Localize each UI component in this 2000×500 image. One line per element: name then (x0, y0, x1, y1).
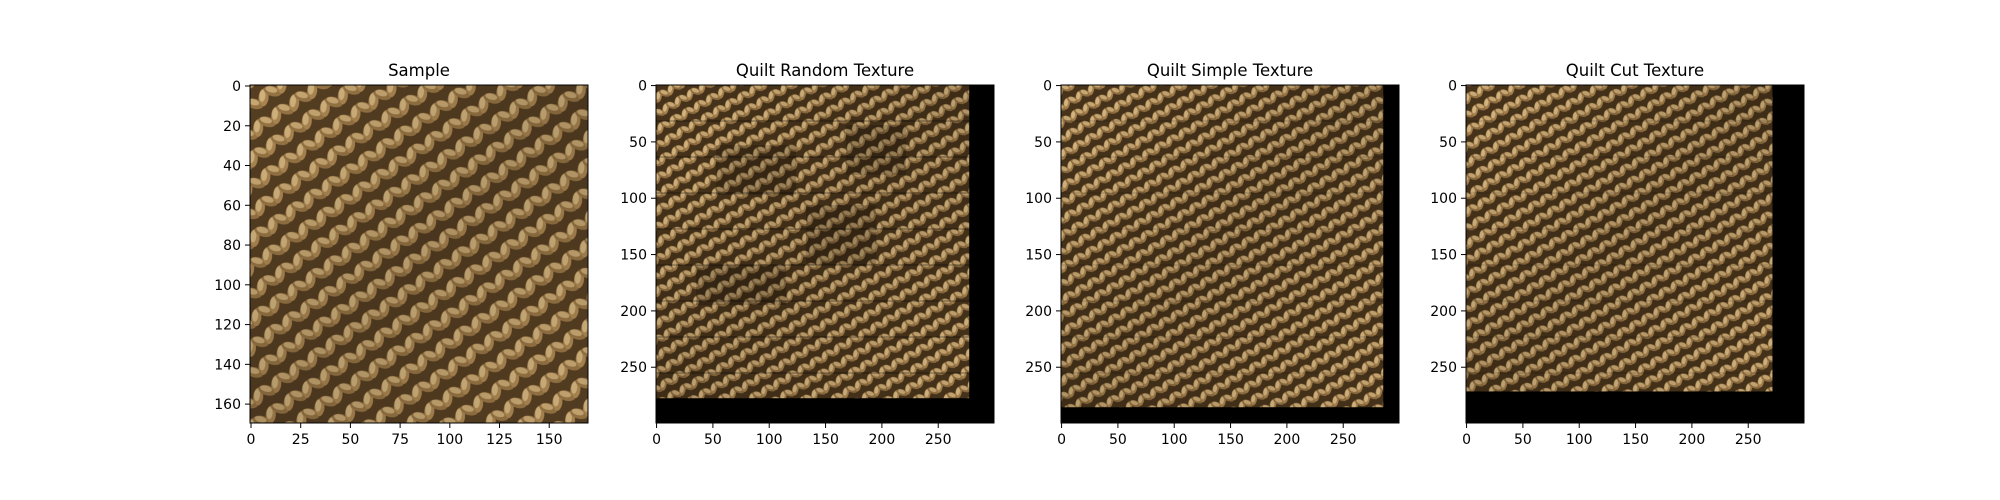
x-tick-label: 150 (536, 432, 563, 448)
x-tick-label: 250 (1735, 432, 1762, 448)
x-tick-label: 0 (1057, 432, 1066, 448)
random-patch (716, 145, 796, 195)
x-tick-label: 100 (756, 432, 783, 448)
x-tick-label: 50 (341, 432, 359, 448)
y-tick-label: 0 (638, 79, 647, 95)
panel-3: Quilt Simple Texture 0 50 100 150 200 250 0 50 10… (1025, 61, 1399, 448)
y-tick-label: 0 (232, 79, 241, 95)
random-patch (806, 205, 876, 265)
y-tick-label: 200 (1025, 304, 1052, 320)
panel-2: Quilt Random Texture 0 50 100 150 200 250 0 50 10… (620, 61, 994, 448)
panel-1: Sample 0 25 50 75 100 125 150 0 20 40 60 80 100 120 140… (214, 61, 588, 448)
x-tick-label: 75 (391, 432, 409, 448)
y-tick-label: 100 (620, 191, 647, 207)
y-tick-label: 100 (214, 278, 241, 294)
x-tick-label: 50 (704, 432, 722, 448)
y-tick-label: 50 (1439, 135, 1457, 151)
x-tick-label: 150 (812, 432, 839, 448)
y-tick-label: 250 (1025, 360, 1052, 376)
chart-title: Quilt Random Texture (736, 61, 914, 80)
y-tick-label: 0 (1448, 79, 1457, 95)
y-tick-label: 150 (1025, 248, 1052, 264)
x-tick-label: 50 (1109, 432, 1127, 448)
x-tick-label: 100 (1566, 432, 1593, 448)
y-tick-label: 150 (620, 248, 647, 264)
y-tick-label: 40 (223, 159, 241, 175)
x-tick-label: 100 (1161, 432, 1188, 448)
x-tick-label: 150 (1622, 432, 1649, 448)
y-tick-label: 120 (214, 318, 241, 334)
y-tick-label: 100 (1025, 191, 1052, 207)
x-tick-label: 0 (1462, 432, 1471, 448)
chart-title: Quilt Cut Texture (1566, 61, 1704, 80)
y-tick-label: 60 (223, 198, 241, 214)
x-tick-label: 0 (247, 432, 256, 448)
chart-title: Sample (388, 61, 450, 80)
y-tick-label: 50 (629, 135, 647, 151)
y-tick-label: 200 (1430, 304, 1457, 320)
x-tick-label: 200 (1679, 432, 1706, 448)
y-tick-label: 0 (1043, 79, 1052, 95)
texture-shading (250, 85, 588, 423)
x-tick-label: 250 (925, 432, 952, 448)
y-tick-label: 250 (620, 360, 647, 376)
random-patch (846, 125, 906, 175)
x-tick-label: 25 (292, 432, 310, 448)
x-tick-label: 50 (1514, 432, 1532, 448)
texture-shading (1466, 85, 1772, 391)
y-tick-label: 80 (223, 238, 241, 254)
x-tick-label: 0 (652, 432, 661, 448)
x-tick-label: 150 (1217, 432, 1244, 448)
panels: Sample 0 25 50 75 100 125 150 0 20 40 60 80 100 120 140… (214, 61, 1804, 448)
y-tick-label: 50 (1034, 135, 1052, 151)
y-tick-label: 140 (214, 357, 241, 373)
y-tick-label: 200 (620, 304, 647, 320)
y-tick-label: 100 (1430, 191, 1457, 207)
x-tick-label: 200 (1274, 432, 1301, 448)
x-tick-label: 250 (1330, 432, 1357, 448)
x-tick-label: 200 (869, 432, 896, 448)
x-tick-label: 100 (436, 432, 463, 448)
chart-title: Quilt Simple Texture (1147, 61, 1313, 80)
y-tick-label: 250 (1430, 360, 1457, 376)
random-patch (696, 265, 786, 305)
y-tick-label: 160 (214, 397, 241, 413)
y-tick-label: 150 (1430, 248, 1457, 264)
texture-shading (1061, 85, 1383, 407)
panel-4: Quilt Cut Texture 0 50 100 150 200 250 0 50 100 15… (1430, 61, 1804, 448)
x-tick-label: 125 (486, 432, 513, 448)
y-tick-label: 20 (223, 119, 241, 135)
